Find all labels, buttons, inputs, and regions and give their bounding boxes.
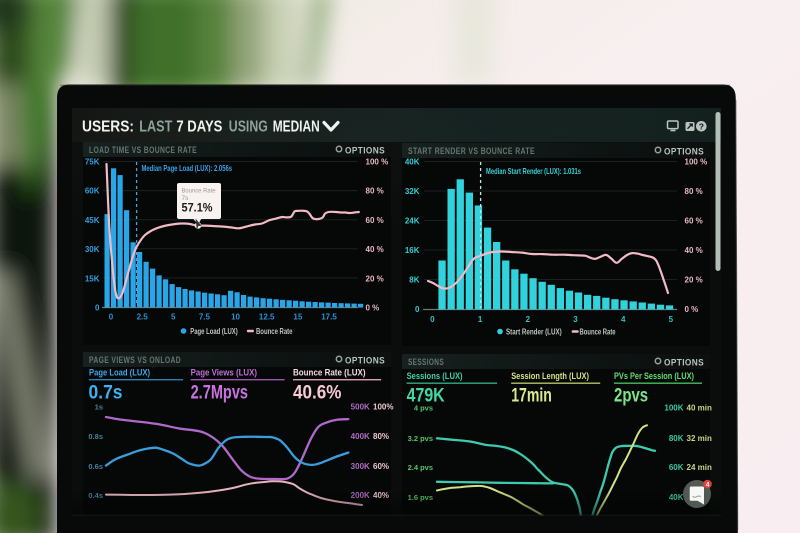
svg-text:60 %: 60 % — [685, 217, 703, 226]
svg-text:MEDIAN: MEDIAN — [273, 119, 320, 136]
svg-text:400K: 400K — [351, 432, 370, 441]
svg-text:Sessions (LUX): Sessions (LUX) — [407, 371, 463, 382]
svg-text:5: 5 — [171, 313, 176, 322]
svg-text:0: 0 — [415, 305, 420, 314]
svg-text:3: 3 — [573, 315, 578, 324]
svg-text:OPTIONS: OPTIONS — [664, 147, 704, 157]
svg-text:17min: 17min — [511, 386, 552, 407]
svg-text:20 %: 20 % — [366, 274, 384, 283]
svg-text:7.5: 7.5 — [199, 313, 211, 322]
svg-text:Page Load (LUX): Page Load (LUX) — [89, 368, 150, 379]
svg-text:16K: 16K — [405, 246, 420, 255]
svg-text:Bounce Rate: Bounce Rate — [182, 188, 216, 195]
svg-text:USING: USING — [229, 119, 268, 136]
svg-text:32 min: 32 min — [687, 434, 712, 443]
svg-text:300K: 300K — [351, 462, 370, 471]
svg-text:80 %: 80 % — [685, 187, 703, 196]
svg-text:LOAD TIME VS BOUNCE RATE: LOAD TIME VS BOUNCE RATE — [89, 145, 197, 155]
svg-text:40 min: 40 min — [687, 404, 712, 413]
svg-text:SESSIONS: SESSIONS — [408, 357, 444, 367]
svg-text:479K: 479K — [407, 386, 445, 407]
svg-text:Median Start Render (LUX): 1.0: Median Start Render (LUX): 1.031s — [486, 167, 581, 176]
svg-text:USERS:: USERS: — [82, 119, 134, 136]
svg-text:32K: 32K — [405, 187, 420, 196]
svg-text:40 %: 40 % — [366, 245, 384, 254]
svg-text:100 %: 100 % — [366, 158, 389, 167]
svg-text:60K: 60K — [85, 187, 100, 196]
svg-text:Page Views (LUX): Page Views (LUX) — [191, 368, 257, 379]
svg-text:OPTIONS: OPTIONS — [664, 358, 704, 368]
svg-text:30K: 30K — [85, 245, 100, 254]
svg-text:Bounce Rate: Bounce Rate — [580, 328, 617, 337]
svg-text:OPTIONS: OPTIONS — [345, 356, 385, 366]
svg-text:15: 15 — [293, 313, 302, 322]
svg-text:Median Page Load (LUX): 2.056s: Median Page Load (LUX): 2.056s — [142, 164, 233, 173]
svg-text:40K: 40K — [405, 158, 420, 167]
svg-text:60 %: 60 % — [366, 216, 384, 225]
svg-text:Page Load (LUX): Page Load (LUX) — [190, 327, 238, 336]
svg-text:0 %: 0 % — [366, 304, 380, 313]
svg-text:2pvs: 2pvs — [614, 386, 648, 407]
svg-text:15K: 15K — [85, 274, 100, 283]
svg-text:12.5: 12.5 — [259, 313, 275, 322]
svg-text:0.7s: 0.7s — [89, 383, 123, 404]
svg-text:0.8s: 0.8s — [88, 432, 103, 441]
svg-text:100 %: 100 % — [685, 158, 708, 167]
svg-text:24K: 24K — [405, 217, 420, 226]
svg-text:40 %: 40 % — [685, 246, 703, 255]
svg-text:4: 4 — [621, 315, 626, 324]
svg-text:45K: 45K — [85, 216, 100, 225]
svg-text:0 %: 0 % — [685, 305, 699, 314]
svg-text:Bounce Rate: Bounce Rate — [256, 327, 293, 336]
svg-text:Session Length (LUX): Session Length (LUX) — [511, 371, 589, 382]
svg-text:1s: 1s — [95, 403, 103, 412]
svg-text:80K: 80K — [669, 434, 684, 443]
svg-text:75K: 75K — [85, 158, 100, 167]
svg-text:60K: 60K — [669, 463, 684, 472]
svg-text:2: 2 — [526, 315, 531, 324]
svg-text:40.6%: 40.6% — [293, 383, 341, 404]
svg-text:2.7Mpvs: 2.7Mpvs — [191, 383, 248, 404]
svg-text:5: 5 — [669, 315, 674, 324]
svg-text:100K: 100K — [664, 404, 683, 413]
svg-text:LAST: LAST — [139, 119, 172, 136]
svg-text:?: ? — [699, 122, 704, 132]
svg-text:7 DAYS: 7 DAYS — [176, 119, 222, 136]
svg-text:Start Render (LUX): Start Render (LUX) — [506, 328, 562, 337]
svg-text:7s: 7s — [182, 195, 190, 202]
svg-text:20 %: 20 % — [685, 276, 703, 285]
svg-text:57.1%: 57.1% — [182, 201, 213, 215]
svg-text:Bounce Rate (LUX): Bounce Rate (LUX) — [293, 368, 366, 379]
svg-text:80%: 80% — [373, 432, 389, 441]
svg-text:8K: 8K — [409, 276, 419, 285]
svg-text:17.5: 17.5 — [321, 313, 337, 322]
svg-text:2.5: 2.5 — [137, 313, 149, 322]
svg-text:10: 10 — [231, 313, 240, 322]
svg-text:80 %: 80 % — [366, 187, 384, 196]
svg-text:PVs Per Session (LUX): PVs Per Session (LUX) — [614, 371, 694, 382]
svg-text:500K: 500K — [351, 403, 370, 412]
svg-text:START RENDER VS BOUNCE RATE: START RENDER VS BOUNCE RATE — [408, 146, 535, 156]
svg-text:100%: 100% — [373, 403, 393, 412]
svg-text:2.4 pvs: 2.4 pvs — [408, 463, 433, 472]
svg-text:4: 4 — [706, 482, 710, 489]
svg-text:0.6s: 0.6s — [88, 462, 103, 471]
svg-text:PAGE VIEWS VS ONLOAD: PAGE VIEWS VS ONLOAD — [89, 355, 181, 365]
svg-text:60%: 60% — [373, 462, 389, 471]
svg-text:3.2 pvs: 3.2 pvs — [408, 434, 433, 443]
svg-text:0: 0 — [109, 313, 114, 322]
svg-text:24 min: 24 min — [687, 463, 712, 472]
svg-text:0: 0 — [430, 315, 435, 324]
svg-text:0: 0 — [95, 304, 100, 313]
svg-text:1: 1 — [478, 315, 483, 324]
svg-text:OPTIONS: OPTIONS — [345, 146, 385, 156]
svg-text:4 pvs: 4 pvs — [414, 404, 433, 413]
